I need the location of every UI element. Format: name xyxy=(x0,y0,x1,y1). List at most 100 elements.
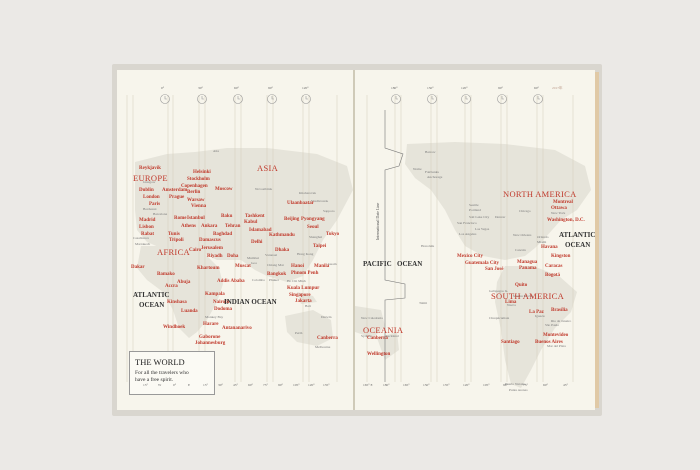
clock-label: 120° xyxy=(461,86,468,90)
city-label: Khartoum xyxy=(197,266,220,271)
clock-label: 60° xyxy=(234,86,239,90)
longitude-tick: 165° xyxy=(403,383,410,387)
region-label: NORTH AMERICA xyxy=(503,189,577,199)
map-place-label: New Orleans xyxy=(513,233,532,237)
international-date-line xyxy=(384,110,406,382)
map-place-label: Portland xyxy=(469,208,481,212)
map-place-label: Guam xyxy=(328,262,337,266)
map-place-label: Phuket xyxy=(269,278,279,282)
map-place-label: Seattle xyxy=(469,203,479,207)
map-place-label: São Paulo xyxy=(545,323,560,327)
city-label: Istanbul xyxy=(187,216,205,221)
map-place-label: New York xyxy=(551,211,566,215)
city-label: Montreal xyxy=(553,200,573,205)
city-label: Brasília xyxy=(551,308,568,313)
longitude-tick: 180° xyxy=(383,383,390,387)
city-label: Panama xyxy=(519,266,537,271)
city-label: Dublin xyxy=(139,188,154,193)
map-place-label: Marrakech xyxy=(135,242,151,246)
map-place-label: Mar del Plata xyxy=(547,344,566,348)
map-place-label: Hong Kong xyxy=(297,252,314,256)
longitude-tick: 30° xyxy=(218,383,223,387)
map-place-label: Shanghai xyxy=(309,235,323,239)
city-label: Guatemala City xyxy=(465,261,500,266)
city-label: Damascus xyxy=(199,238,221,243)
city-label: Singapore xyxy=(289,293,311,298)
city-label: Kathmandu xyxy=(269,233,295,238)
map-place-label: Ho Chi Minh xyxy=(287,279,306,283)
longitude-tick: W xyxy=(158,383,162,387)
city-label: Tokyo xyxy=(326,232,340,237)
region-label: AFRICA xyxy=(157,247,190,257)
city-label: Dakar xyxy=(131,265,145,270)
map-place-label: Chiang Mai xyxy=(267,263,284,267)
city-label: Prague xyxy=(169,195,185,200)
city-label: Muscat xyxy=(235,264,251,269)
clock-label: 90° xyxy=(498,86,503,90)
longitude-tick: 120° xyxy=(463,383,470,387)
city-label: Moscow xyxy=(215,187,233,192)
map-place-label: Chicago xyxy=(519,209,531,213)
city-label: Madrid xyxy=(139,218,156,223)
city-label: Kingston xyxy=(551,254,571,259)
city-label: Johannesburg xyxy=(195,341,226,346)
city-label: Kampala xyxy=(205,292,225,297)
ocean-label: OCEAN xyxy=(139,301,165,309)
city-label: Accra xyxy=(165,284,178,289)
city-label: Paris xyxy=(149,202,161,207)
longitude-tick: 105° xyxy=(483,383,490,387)
longitude-tick: 15° xyxy=(203,383,208,387)
info-box-line-1: For all the travelers who xyxy=(135,370,189,376)
city-label: Tripoli xyxy=(169,238,184,243)
city-label: Copenhagen xyxy=(181,184,208,189)
ocean-label: INDIAN OCEAN xyxy=(224,298,277,306)
map-place-label: Perth xyxy=(295,331,303,335)
info-box-line-2: have a free spirit. xyxy=(135,377,174,384)
year-label: 2017年 xyxy=(552,86,563,90)
longitude-tick: 135° xyxy=(443,383,450,387)
map-place-label: Sydney xyxy=(361,334,372,338)
city-label: Luanda xyxy=(181,309,198,314)
map-place-label: Cancún xyxy=(515,248,526,252)
map-place-label: Bordeaux xyxy=(143,207,157,211)
city-label: Dhaka xyxy=(275,248,290,253)
longitude-tick: 75° xyxy=(263,383,268,387)
map-place-label: Honolulu xyxy=(421,244,435,248)
city-label: Islamabad xyxy=(249,228,272,233)
city-label: Jakarta xyxy=(295,299,312,304)
city-label: Warsaw xyxy=(187,198,205,203)
city-label: Harare xyxy=(203,322,219,327)
city-label: Mexico City xyxy=(457,254,483,259)
clock-label: 150° xyxy=(427,86,434,90)
city-label: Riyadh xyxy=(207,254,223,259)
map-place-label: Fairbanks xyxy=(425,170,439,174)
city-label: Bamako xyxy=(157,272,175,277)
longitude-tick: 45° xyxy=(563,383,568,387)
map-place-label: Monkey Bay xyxy=(205,315,224,319)
longitude-tick: 45° xyxy=(233,383,238,387)
clock-label: 90° xyxy=(268,86,273,90)
city-label: Phnom Penh xyxy=(291,271,319,276)
city-label: Washington, D.C. xyxy=(547,218,585,223)
city-label: Berlin xyxy=(187,190,201,195)
city-label: Abuja xyxy=(177,280,191,285)
page-edge xyxy=(595,72,599,408)
region-label: ASIA xyxy=(257,163,279,173)
city-label: Lisbon xyxy=(139,225,154,230)
longitude-tick: 90° xyxy=(278,383,283,387)
clock-label: 60° xyxy=(534,86,539,90)
city-label: Kuala Lumpur xyxy=(287,286,320,291)
map-place-label: Sapporo xyxy=(323,209,335,213)
map-place-label: Darwin xyxy=(321,315,332,319)
map-place-label: Nome xyxy=(413,167,422,171)
city-label: Bogotá xyxy=(545,273,560,278)
city-label: Amsterdam xyxy=(162,188,188,193)
city-label: Rabat xyxy=(141,232,155,237)
map-place-label: Anchorage xyxy=(427,175,443,179)
left-clock-icons xyxy=(160,94,311,104)
city-label: Ankara xyxy=(201,224,218,229)
city-label: Caracas xyxy=(545,264,563,269)
city-label: Gaborone xyxy=(199,335,221,340)
map-place-label: Galápagos Is. xyxy=(489,289,509,293)
map-place-label: Vladivostok xyxy=(311,199,329,203)
